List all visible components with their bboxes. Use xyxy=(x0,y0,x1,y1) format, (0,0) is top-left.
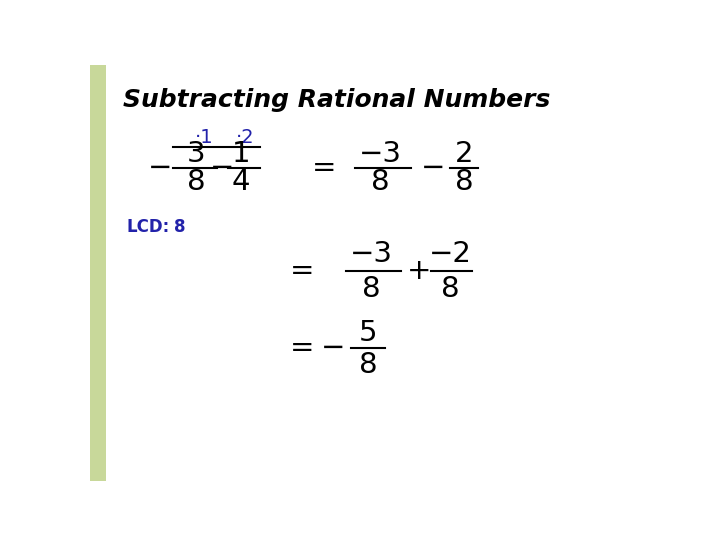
Text: −: − xyxy=(210,154,235,182)
Text: =: = xyxy=(289,334,315,362)
Text: 5: 5 xyxy=(359,319,377,347)
Text: ·2: ·2 xyxy=(236,128,254,147)
Text: 4: 4 xyxy=(231,168,250,196)
Text: −: − xyxy=(148,154,172,182)
FancyBboxPatch shape xyxy=(90,65,106,481)
Text: =: = xyxy=(312,154,337,182)
Text: 8: 8 xyxy=(441,274,459,302)
Text: 8: 8 xyxy=(371,168,390,196)
Text: 8: 8 xyxy=(359,351,377,379)
Text: −: − xyxy=(421,154,446,182)
Text: 2: 2 xyxy=(454,140,473,168)
Text: ·1: ·1 xyxy=(195,128,214,147)
Text: 8: 8 xyxy=(174,218,185,236)
Text: Subtracting Rational Numbers: Subtracting Rational Numbers xyxy=(124,87,551,112)
Text: 3: 3 xyxy=(186,140,205,168)
Text: LCD:: LCD: xyxy=(126,218,169,236)
Text: 1: 1 xyxy=(231,140,250,168)
Text: −2: −2 xyxy=(428,240,472,268)
Text: −: − xyxy=(320,334,345,362)
Text: 8: 8 xyxy=(362,274,381,302)
Text: +: + xyxy=(407,256,431,285)
Text: −3: −3 xyxy=(351,240,393,268)
Text: =: = xyxy=(289,256,315,285)
Text: 8: 8 xyxy=(454,168,473,196)
Text: −3: −3 xyxy=(359,140,402,168)
Text: 8: 8 xyxy=(186,168,205,196)
